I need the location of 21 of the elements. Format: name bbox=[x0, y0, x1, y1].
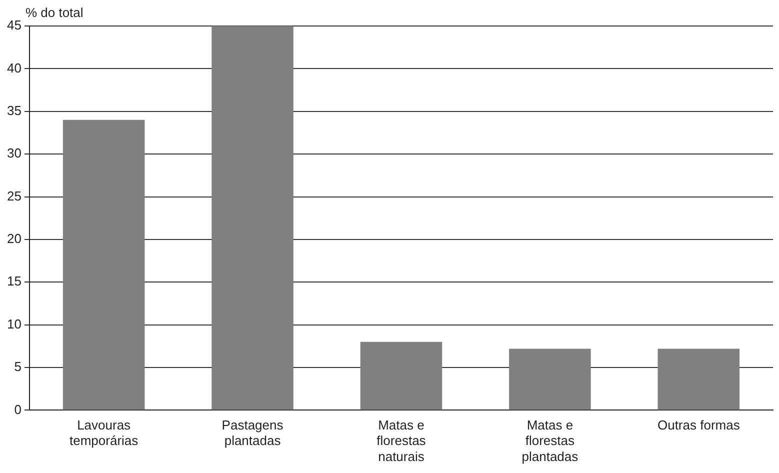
x-tick-label: Pastagens plantadas bbox=[222, 418, 284, 448]
y-tick-label: 10 bbox=[6, 316, 22, 332]
y-tick-label: 25 bbox=[6, 188, 22, 204]
y-tick-label: 45 bbox=[6, 18, 22, 33]
bar bbox=[509, 348, 591, 410]
y-tick-label: 35 bbox=[6, 102, 22, 118]
bar bbox=[360, 342, 442, 410]
x-tick-label: Matas e florestas plantadas bbox=[522, 418, 579, 464]
x-tick-label: Lavouras temporárias bbox=[69, 418, 139, 448]
y-tick-label: 40 bbox=[6, 60, 22, 76]
x-tick-label: Outras formas bbox=[657, 418, 740, 433]
bar bbox=[212, 26, 294, 410]
bar bbox=[658, 348, 740, 410]
y-tick-label: 15 bbox=[6, 274, 22, 289]
y-tick-label: 0 bbox=[14, 402, 22, 417]
y-axis-title: % do total bbox=[25, 5, 84, 20]
y-tick-label: 20 bbox=[6, 231, 22, 246]
x-tick-label: Matas e florestas naturais bbox=[376, 418, 426, 464]
bar bbox=[62, 120, 145, 410]
y-tick-label: 30 bbox=[6, 146, 22, 161]
y-tick-label: 5 bbox=[14, 359, 22, 374]
